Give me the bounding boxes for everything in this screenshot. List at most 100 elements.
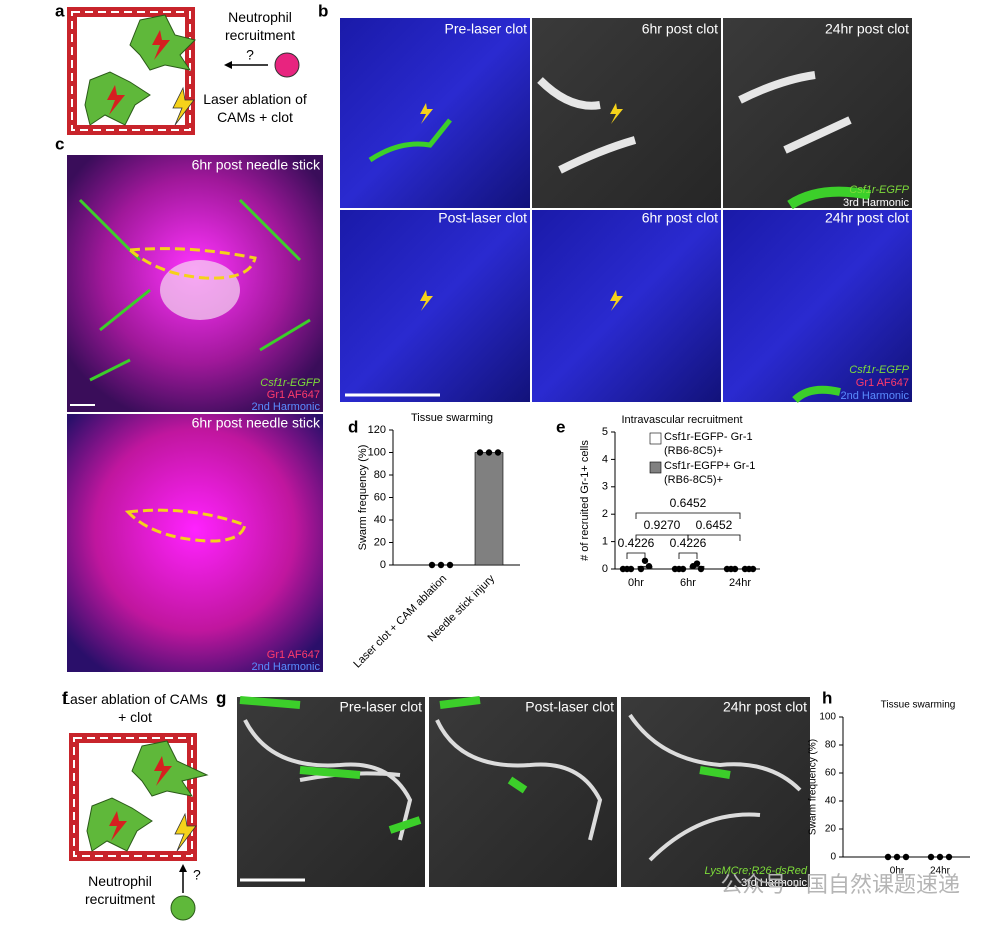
tile-label: 6hr post needle stick: [192, 157, 321, 173]
p-value: 0.6452: [670, 496, 707, 510]
y-tick-label: 2: [602, 508, 608, 520]
data-point: [693, 560, 701, 567]
y-axis-label: Swarm frequency (%): [808, 739, 819, 835]
text: Neutrophil recruitment: [84, 873, 156, 907]
data-point: [428, 561, 436, 569]
data-point: [927, 853, 935, 861]
panel-label: b: [318, 1, 328, 20]
image: [237, 697, 425, 887]
data-point: [627, 565, 635, 573]
panel-label: d: [348, 417, 358, 436]
data-point: [485, 449, 493, 456]
data-point: [902, 853, 910, 861]
bar: [474, 452, 504, 566]
panel-label: h: [822, 688, 832, 707]
schematic-text: Laser ablation of CAMs + clot: [203, 91, 307, 125]
channel-label: Gr1 AF647: [267, 389, 320, 401]
tile-label: Pre-laser clot: [340, 699, 423, 715]
schematic-text: Neutrophil recruitment: [84, 873, 156, 907]
y-tick-label: 120: [368, 424, 386, 436]
significance-bracket: [626, 552, 646, 559]
y-tick-label: 100: [819, 712, 836, 723]
data-point: [893, 853, 901, 861]
p-value: 0.9270: [644, 518, 681, 532]
legend-label: Csf1r-EGFP+ Gr-1 (RB6-8C5)+: [664, 460, 756, 486]
tile-label: 24hr post clot: [825, 210, 909, 226]
data-point: [637, 565, 645, 573]
channel-label: 2nd Harmonic: [252, 401, 321, 413]
schematic-text: Neutrophil recruitment: [225, 9, 295, 43]
panel-label: e: [556, 417, 565, 436]
significance-bracket: [687, 534, 741, 541]
data-point: [679, 565, 687, 573]
arrow: [224, 61, 268, 69]
y-tick-label: 60: [374, 491, 386, 503]
vessel-schematic: [69, 733, 209, 861]
x-tick-label: 24hr: [729, 577, 751, 589]
x-tick-label: 0hr: [628, 577, 644, 589]
panel-label: g: [216, 688, 226, 707]
watermark: 公众号 · 国自然课题速递: [720, 872, 960, 897]
image-row: [237, 696, 810, 887]
y-tick-label: 4: [602, 453, 608, 465]
channel-label: 2nd Harmonic: [841, 390, 910, 402]
tile-label: 6hr post needle stick: [192, 415, 321, 431]
panel-label: a: [55, 1, 65, 20]
image: [340, 18, 530, 208]
p-value: 0.6452: [696, 518, 733, 532]
significance-bracket: [635, 512, 741, 519]
data-point: [936, 853, 944, 861]
panel-label: f: [62, 688, 68, 707]
data-point: [749, 565, 757, 573]
data-point: [945, 853, 953, 861]
panel-label: c: [55, 134, 64, 153]
data-point: [437, 561, 445, 569]
neutrophil-icon: [274, 52, 300, 78]
image: [532, 18, 721, 208]
image: [67, 414, 323, 672]
x-tick-label: Laser clot + CAM ablation: [351, 573, 449, 671]
chart-title: Tissue swarming: [411, 412, 493, 424]
legend-entry: Csf1r-EGFP+ Gr-1 (RB6-8C5)+: [664, 460, 756, 486]
image: [723, 210, 912, 402]
data-point: [884, 853, 892, 861]
image: [532, 210, 721, 402]
significance-bracket: [678, 552, 698, 559]
legend-label: Csf1r-EGFP- Gr-1 (RB6-8C5)+: [664, 431, 753, 457]
question-mark: ?: [193, 867, 201, 883]
channel-label: Csf1r-EGFP: [849, 184, 909, 196]
chart-title: Intravascular recruitment: [621, 414, 742, 426]
vessel-schematic: [67, 7, 196, 135]
y-tick-label: 60: [825, 768, 837, 779]
x-tick-label: 6hr: [680, 577, 696, 589]
neutrophil-icon: [170, 895, 196, 921]
arrow: [179, 864, 187, 893]
data-point: [645, 563, 653, 570]
image-stack: [67, 155, 323, 672]
legend-entry: Csf1r-EGFP- Gr-1 (RB6-8C5)+: [664, 431, 753, 457]
legend-swatch: [649, 461, 662, 474]
legend-swatch: [649, 432, 662, 445]
x-tick-label: 0hr: [890, 866, 905, 877]
tile-label: 24hr post clot: [825, 21, 909, 37]
question-mark: ?: [246, 47, 254, 63]
text: Laser ablation of CAMs + clot: [203, 91, 307, 125]
tile-label: Pre-laser clot: [445, 21, 528, 37]
data-point: [731, 565, 739, 573]
y-tick-label: 0: [830, 852, 836, 863]
tile-label: 6hr post clot: [642, 210, 718, 226]
text: Laser ablation of CAMs + clot: [62, 691, 208, 725]
x-tick-label: 24hr: [930, 866, 951, 877]
data-point: [446, 561, 454, 569]
channel-label: 2nd Harmonic: [252, 661, 321, 673]
y-tick-label: 0: [602, 563, 608, 575]
y-axis-label: # of recruited Gr-1+ cells: [579, 440, 591, 561]
y-tick-label: 100: [368, 446, 386, 458]
channel-label: Gr1 AF647: [856, 377, 909, 389]
channel-label: 3rd Harmonic: [843, 197, 910, 209]
y-tick-label: 40: [825, 796, 837, 807]
image: [340, 210, 530, 402]
y-tick-label: 5: [602, 426, 608, 438]
data-point: [641, 557, 649, 564]
